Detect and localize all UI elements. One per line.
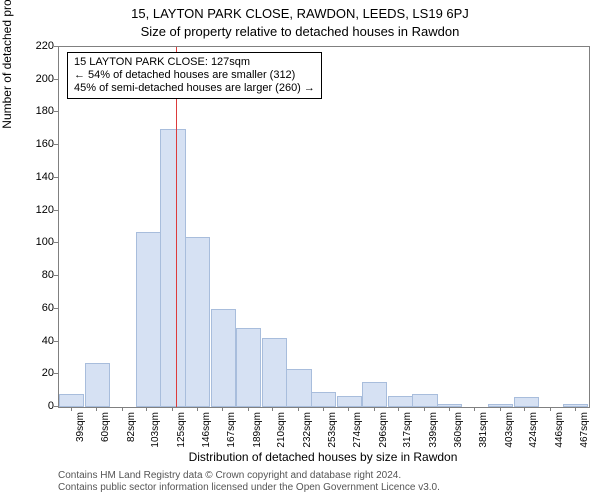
annotation-line: 15 LAYTON PARK CLOSE: 127sqm xyxy=(74,56,315,69)
y-tick-label: 80 xyxy=(24,269,54,281)
x-tick-mark xyxy=(197,407,198,411)
y-tick-mark xyxy=(54,341,58,342)
histogram-bar xyxy=(85,363,110,407)
x-tick-mark xyxy=(272,407,273,411)
histogram-bar xyxy=(311,392,336,407)
x-tick-mark xyxy=(122,407,123,411)
histogram-bar xyxy=(211,309,236,407)
histogram-bar xyxy=(262,338,287,407)
y-tick-label: 120 xyxy=(24,204,54,216)
y-axis-label: Number of detached properties xyxy=(0,0,14,226)
x-tick-mark xyxy=(398,407,399,411)
annotation-box: 15 LAYTON PARK CLOSE: 127sqm← 54% of det… xyxy=(67,52,322,99)
y-tick-label: 100 xyxy=(24,236,54,248)
x-tick-mark xyxy=(500,407,501,411)
x-tick-mark xyxy=(323,407,324,411)
x-tick-mark xyxy=(172,407,173,411)
y-tick-label: 180 xyxy=(24,105,54,117)
histogram-bar xyxy=(362,382,387,407)
reference-line xyxy=(176,47,177,407)
y-tick-label: 60 xyxy=(24,302,54,314)
x-tick-mark xyxy=(298,407,299,411)
histogram-bar xyxy=(160,129,185,407)
plot-area: 15 LAYTON PARK CLOSE: 127sqm← 54% of det… xyxy=(58,46,590,408)
y-tick-label: 220 xyxy=(24,40,54,52)
annotation-line: ← 54% of detached houses are smaller (31… xyxy=(74,69,315,82)
y-tick-mark xyxy=(54,177,58,178)
footer-line-1: Contains HM Land Registry data © Crown c… xyxy=(58,470,588,482)
y-tick-mark xyxy=(54,111,58,112)
y-tick-mark xyxy=(54,275,58,276)
y-tick-label: 0 xyxy=(24,400,54,412)
histogram-bar xyxy=(337,396,362,407)
figure: { "title1": "15, LAYTON PARK CLOSE, RAWD… xyxy=(0,0,600,500)
y-tick-mark xyxy=(54,144,58,145)
histogram-bar xyxy=(412,394,437,407)
y-tick-mark xyxy=(54,79,58,80)
x-tick-mark xyxy=(575,407,576,411)
histogram-bar xyxy=(59,394,84,407)
chart-title-subtitle: Size of property relative to detached ho… xyxy=(0,24,600,39)
histogram-bar xyxy=(514,397,539,407)
histogram-bar xyxy=(136,232,161,407)
footer-attribution: Contains HM Land Registry data © Crown c… xyxy=(58,470,588,494)
histogram-bar xyxy=(388,396,413,407)
x-tick-mark xyxy=(96,407,97,411)
histogram-bar xyxy=(185,237,210,407)
x-tick-mark xyxy=(146,407,147,411)
y-tick-mark xyxy=(54,406,58,407)
footer-line-2: Contains public sector information licen… xyxy=(58,482,588,494)
annotation-line: 45% of semi-detached houses are larger (… xyxy=(74,82,315,95)
x-tick-mark xyxy=(248,407,249,411)
x-axis-label: Distribution of detached houses by size … xyxy=(58,450,588,464)
y-tick-label: 140 xyxy=(24,171,54,183)
x-tick-mark xyxy=(449,407,450,411)
histogram-bar xyxy=(286,369,311,407)
y-tick-label: 40 xyxy=(24,335,54,347)
y-tick-mark xyxy=(54,242,58,243)
x-tick-mark xyxy=(474,407,475,411)
x-tick-mark xyxy=(222,407,223,411)
y-tick-label: 160 xyxy=(24,138,54,150)
x-tick-mark xyxy=(524,407,525,411)
x-tick-mark xyxy=(348,407,349,411)
y-tick-mark xyxy=(54,308,58,309)
chart-title-address: 15, LAYTON PARK CLOSE, RAWDON, LEEDS, LS… xyxy=(0,6,600,21)
x-tick-mark xyxy=(550,407,551,411)
x-tick-mark xyxy=(71,407,72,411)
y-tick-mark xyxy=(54,46,58,47)
x-tick-mark xyxy=(374,407,375,411)
y-tick-label: 20 xyxy=(24,367,54,379)
x-tick-mark xyxy=(424,407,425,411)
y-tick-label: 200 xyxy=(24,73,54,85)
y-tick-mark xyxy=(54,373,58,374)
y-tick-mark xyxy=(54,210,58,211)
histogram-bar xyxy=(236,328,261,407)
